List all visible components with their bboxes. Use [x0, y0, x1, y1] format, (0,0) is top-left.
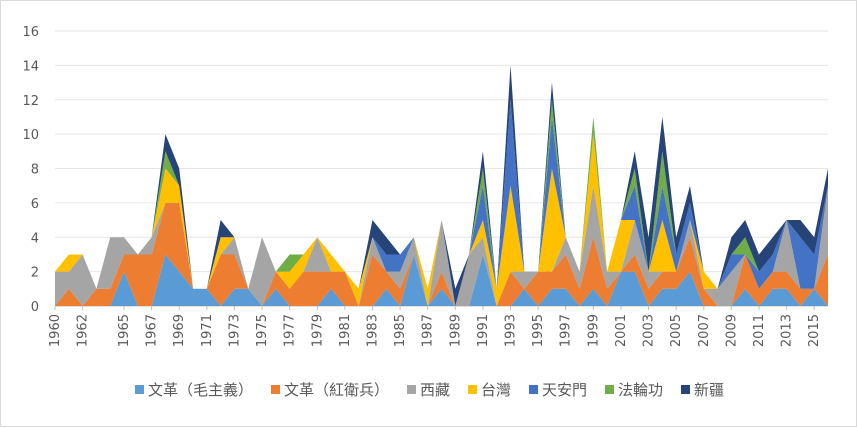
legend-label: 文革（紅衛兵） [283, 381, 389, 399]
x-tick-label: 1967 [145, 314, 160, 347]
legend-label: 天安門 [542, 381, 588, 399]
series-area-3 [55, 185, 828, 306]
legend-item-3: 西藏 [406, 379, 450, 400]
x-tick-label: 2015 [807, 314, 822, 347]
x-tick-label: 2003 [642, 314, 657, 347]
legend-swatch [270, 385, 280, 394]
x-tick-label: 2001 [614, 314, 629, 347]
legend-item-7: 新疆 [681, 379, 724, 400]
x-tick-label: 1991 [476, 314, 491, 347]
x-tick-label: 2011 [752, 314, 767, 347]
y-tick-label: 0 [31, 300, 39, 315]
x-tick-label: 2013 [780, 314, 795, 347]
x-tick-label: 1969 [172, 314, 187, 347]
y-tick-label: 8 [31, 163, 39, 178]
x-tick-label: 1993 [504, 314, 519, 347]
x-tick-label: 1975 [255, 314, 270, 347]
x-tick-label: 1983 [365, 314, 380, 347]
legend-label: 法輪功 [618, 381, 664, 399]
x-tick-label: 1997 [559, 314, 574, 347]
y-tick-label: 14 [22, 59, 39, 74]
x-tick-label: 1977 [283, 314, 298, 347]
legend-label: 台灣 [480, 381, 511, 399]
legend-item-5: 天安門 [529, 379, 587, 400]
series-area-2 [55, 202, 828, 306]
y-tick-label: 16 [22, 25, 39, 40]
x-tick-label: 2009 [724, 314, 739, 347]
legend-item-1: 文革（毛主義） [134, 379, 253, 400]
series-areas [55, 65, 828, 306]
legend-item-4: 台灣 [467, 379, 511, 400]
legend-swatch [406, 385, 416, 394]
x-tick-label: 1960 [48, 314, 63, 347]
legend-label: 新疆 [694, 381, 725, 399]
x-tick-label: 2007 [697, 314, 712, 347]
legend-label: 西藏 [419, 381, 450, 399]
y-tick-label: 6 [31, 197, 39, 212]
x-tick-label: 2005 [669, 314, 684, 347]
legend-label: 文革（毛主義） [147, 381, 253, 399]
x-tick-label: 1995 [531, 314, 546, 347]
legend-swatch [134, 385, 144, 394]
x-tick-label: 1985 [393, 314, 408, 347]
x-tick-label: 1981 [338, 314, 353, 347]
y-tick-label: 12 [22, 94, 39, 109]
x-tick-label: 1962 [76, 314, 91, 347]
y-tick-label: 4 [31, 231, 39, 246]
x-tick-label: 1973 [227, 314, 242, 347]
series-area-1 [55, 254, 828, 306]
legend-swatch [605, 385, 615, 394]
legend-swatch [467, 385, 477, 394]
y-tick-label: 2 [31, 266, 39, 281]
x-tick-label: 1987 [421, 314, 436, 347]
x-tick-label: 1971 [200, 314, 215, 347]
x-tick-label: 1965 [117, 314, 132, 347]
y-tick-label: 10 [22, 128, 39, 143]
axes: 0 2 4 6 8 10 12 14 16 1960 1962 1965 1967 1969 1971 197… [22, 25, 822, 347]
legend: 文革（毛主義） 文革（紅衛兵） 西藏 台灣 天安門 法輪功 新疆 [1, 379, 857, 400]
legend-swatch [529, 385, 538, 394]
legend-item-6: 法輪功 [605, 379, 663, 400]
x-tick-label: 1979 [310, 314, 325, 347]
x-tick-label: 1989 [448, 314, 463, 347]
legend-swatch [681, 385, 691, 394]
legend-item-2: 文革（紅衛兵） [270, 379, 389, 400]
x-tick-label: 1999 [586, 314, 601, 347]
